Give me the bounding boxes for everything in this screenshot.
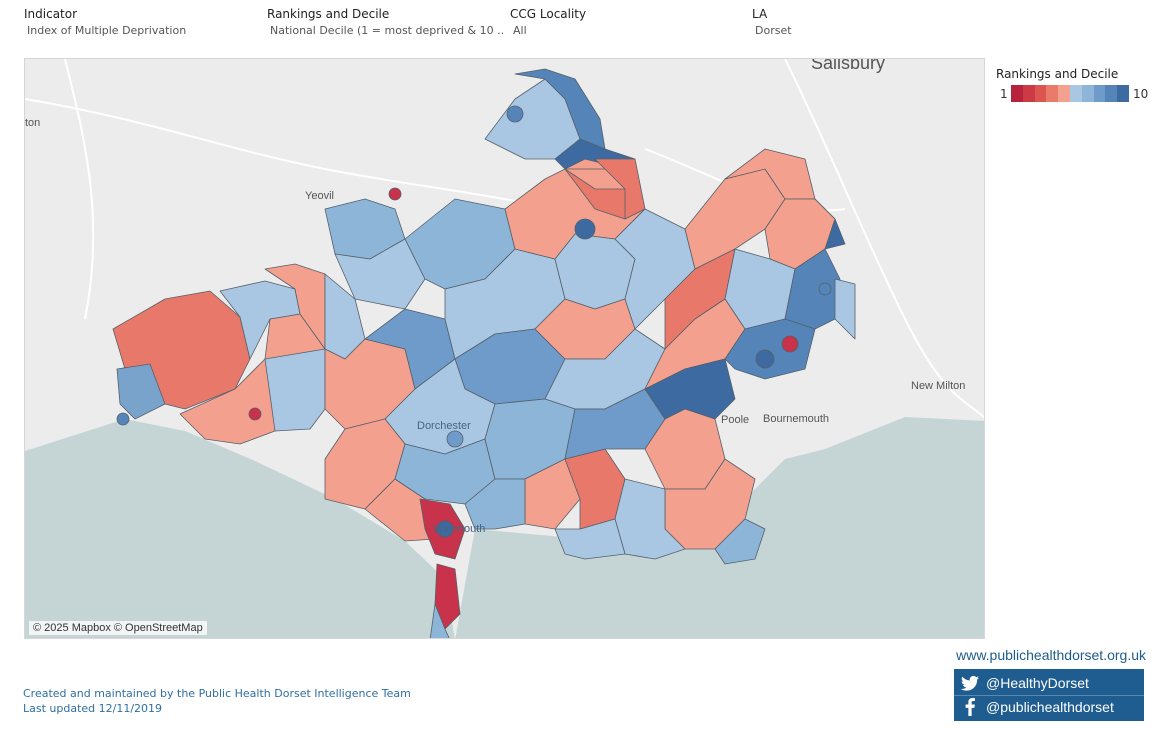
legend-swatch-7[interactable] — [1081, 85, 1094, 102]
filter-bar: Indicator Index of Multiple Deprivation … — [0, 0, 1168, 50]
region[interactable] — [434, 563, 461, 630]
last-updated-text: Last updated 12/11/2019 — [23, 702, 163, 715]
region[interactable] — [614, 478, 686, 560]
legend-swatch-4[interactable] — [1046, 85, 1059, 102]
place-label-yeovil: Yeovil — [305, 190, 334, 202]
region[interactable] — [814, 198, 846, 250]
legend-swatch-3[interactable] — [1034, 85, 1047, 102]
legend-swatch-10[interactable] — [1117, 85, 1129, 102]
legend-swatch-1[interactable] — [1011, 85, 1023, 102]
legend-swatch-2[interactable] — [1022, 85, 1035, 102]
filter-ccg-value[interactable]: All — [513, 24, 527, 37]
legend: Rankings and Decile 1 10 — [996, 66, 1156, 106]
place-label-bournemouth: Bournemouth — [763, 413, 830, 425]
region[interactable] — [429, 603, 450, 639]
region[interactable] — [724, 318, 816, 380]
region[interactable] — [834, 278, 856, 340]
map-attribution[interactable]: © 2025 Mapbox © OpenStreetMap — [29, 621, 207, 635]
region[interactable] — [219, 280, 301, 360]
filter-indicator-label: Indicator — [24, 7, 78, 21]
twitter-handle[interactable]: @HealthyDorset — [986, 675, 1089, 691]
footer-credit: Created and maintained by the Public Hea… — [23, 686, 423, 716]
choropleth-map[interactable]: Salisbury Yeovil Poole Bournemouth New M… — [24, 58, 985, 639]
region[interactable] — [714, 518, 766, 565]
filter-indicator[interactable]: Indicator Index of Multiple Deprivation — [24, 6, 262, 39]
twitter-icon — [959, 672, 981, 694]
legend-swatch-6[interactable] — [1069, 85, 1082, 102]
facebook-handle[interactable]: @publichealthdorset — [986, 699, 1114, 715]
legend-color-scale[interactable] — [1011, 85, 1129, 102]
filter-rankings-label: Rankings and Decile — [267, 7, 390, 21]
social-links-panel: @HealthyDorset @publichealthdorset — [954, 669, 1144, 721]
filter-la-label: LA — [752, 7, 768, 21]
region[interactable] — [464, 478, 526, 530]
map-canvas[interactable] — [25, 59, 985, 639]
filter-ccg-locality[interactable]: CCG Locality All — [510, 6, 748, 39]
place-label-new-milton: New Milton — [911, 380, 966, 392]
region-layer — [112, 68, 856, 639]
legend-swatch-8[interactable] — [1093, 85, 1106, 102]
filter-la[interactable]: LA Dorset — [752, 6, 990, 39]
filter-rankings[interactable]: Rankings and Decile National Decile (1 =… — [267, 6, 505, 39]
filter-ccg-label: CCG Locality — [510, 7, 587, 21]
region[interactable] — [264, 348, 326, 432]
region[interactable] — [594, 158, 646, 220]
place-label-ton: ton — [25, 117, 41, 129]
legend-min-label: 1 — [1000, 87, 1008, 101]
twitter-link[interactable]: @HealthyDorset — [954, 671, 1144, 695]
credit-text: Created and maintained by the Public Hea… — [23, 687, 411, 700]
legend-swatch-9[interactable] — [1105, 85, 1118, 102]
region[interactable] — [116, 363, 166, 420]
place-label-poole: Poole — [721, 414, 750, 426]
facebook-icon — [959, 696, 981, 718]
place-label-dorchester: Dorchester — [417, 420, 471, 432]
place-label-weymouth: Weymouth — [433, 523, 486, 535]
social-divider — [954, 695, 1144, 696]
place-label-salisbury: Salisbury — [811, 58, 886, 73]
filter-la-value[interactable]: Dorset — [755, 24, 792, 37]
filter-indicator-value[interactable]: Index of Multiple Deprivation — [27, 24, 187, 37]
sea-west — [25, 419, 455, 638]
legend-max-label: 10 — [1133, 87, 1149, 101]
region[interactable] — [554, 518, 626, 560]
legend-swatch-5[interactable] — [1058, 85, 1070, 102]
filter-rankings-value[interactable]: National Decile (1 = most deprived & 10 … — [270, 24, 505, 37]
facebook-link[interactable]: @publichealthdorset — [954, 695, 1144, 719]
website-link[interactable]: www.publichealthdorset.org.uk — [956, 647, 1146, 663]
legend-title: Rankings and Decile — [996, 67, 1119, 81]
